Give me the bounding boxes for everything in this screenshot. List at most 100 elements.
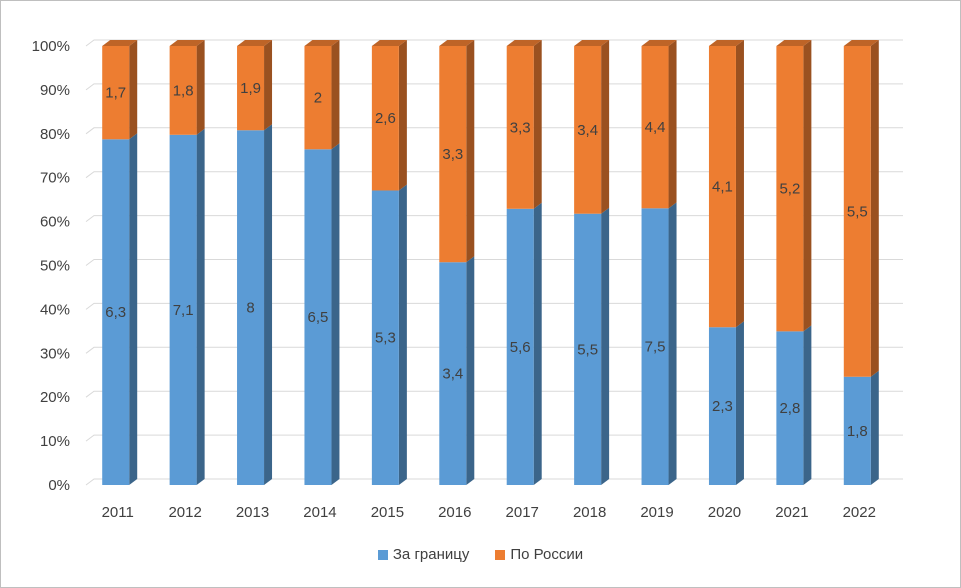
- x-tick-label: 2014: [303, 504, 336, 521]
- x-tick-label: 2018: [573, 504, 606, 521]
- gridline: [85, 171, 903, 179]
- y-tick-label: 50%: [40, 258, 70, 275]
- data-label: 3,4: [577, 122, 598, 139]
- bar-side: [264, 40, 273, 131]
- y-tick-label: 60%: [40, 214, 70, 231]
- y-tick-label: 20%: [40, 389, 70, 406]
- bar-top: [506, 40, 542, 46]
- x-tick-label: 2015: [371, 504, 404, 521]
- bar-side: [398, 40, 407, 191]
- x-tick-label: 2022: [843, 504, 876, 521]
- bar-side: [196, 40, 205, 135]
- x-tick-label: 2013: [236, 504, 269, 521]
- bar-side: [466, 256, 475, 485]
- legend-item-abroad: За границу: [377, 546, 470, 563]
- bar-top: [776, 40, 812, 46]
- gridline: [85, 302, 903, 310]
- bar-side: [735, 40, 744, 328]
- bar-segment: [102, 139, 130, 485]
- bar-side: [129, 40, 138, 140]
- bar-side: [735, 321, 744, 485]
- bar-segment: [439, 46, 467, 263]
- bar-top: [237, 40, 273, 46]
- data-label: 4,1: [712, 179, 733, 196]
- bar-segment: [506, 208, 534, 486]
- gridline: [85, 83, 903, 91]
- bar-side: [533, 202, 542, 486]
- bar-side: [668, 202, 677, 485]
- y-tick-label: 40%: [40, 301, 70, 318]
- y-tick-label: 80%: [40, 126, 70, 143]
- data-label: 2,3: [712, 398, 733, 415]
- bar-segment: [843, 376, 871, 485]
- bar-top: [439, 40, 475, 46]
- bar-segment: [304, 46, 332, 150]
- bar-segment: [169, 46, 197, 135]
- bar-top: [169, 40, 205, 46]
- bar-segment: [574, 46, 602, 214]
- bar-segment: [237, 46, 265, 131]
- bar-segment: [102, 46, 130, 140]
- y-tick-label: 0%: [48, 477, 70, 494]
- bar-segment: [641, 46, 669, 209]
- bar-segment: [641, 208, 669, 485]
- bar-side: [870, 40, 879, 377]
- data-label: 5,3: [375, 330, 396, 347]
- bar-top: [371, 40, 407, 46]
- bar-side: [533, 40, 542, 209]
- bar-side: [601, 40, 610, 214]
- legend-item-russia: По России: [495, 546, 583, 563]
- bar-segment: [843, 46, 871, 377]
- bar-side: [668, 40, 677, 209]
- bar-segment: [439, 262, 467, 485]
- legend-label-russia: По России: [510, 546, 584, 563]
- data-label: 2,8: [779, 400, 800, 417]
- bar-side: [264, 124, 273, 485]
- x-tick-label: 2017: [506, 504, 539, 521]
- bar-segment: [371, 190, 399, 485]
- x-tick-label: 2012: [168, 504, 201, 521]
- bar-segment: [776, 46, 804, 332]
- bar-top: [304, 40, 340, 46]
- data-label: 3,3: [442, 146, 463, 163]
- gridline: [85, 478, 903, 486]
- data-label: 4,4: [645, 119, 666, 136]
- y-tick-label: 90%: [40, 82, 70, 99]
- y-tick-label: 10%: [40, 433, 70, 450]
- bar-segment: [169, 134, 197, 486]
- data-label: 1,8: [173, 82, 194, 99]
- bar-side: [870, 370, 879, 485]
- bar-top: [574, 40, 610, 46]
- y-tick-label: 100%: [32, 38, 70, 55]
- data-label: 3,4: [442, 366, 463, 383]
- bar-top: [102, 40, 138, 46]
- bar-side: [129, 133, 138, 485]
- data-label: 5,5: [577, 341, 598, 358]
- gridline: [85, 215, 903, 223]
- gridline: [85, 346, 903, 354]
- bar-segment: [237, 130, 265, 486]
- bar-top: [843, 40, 879, 46]
- y-tick-label: 30%: [40, 345, 70, 362]
- data-label: 5,2: [779, 181, 800, 198]
- data-label: 6,3: [105, 304, 126, 321]
- x-tick-label: 2020: [708, 504, 741, 521]
- legend-label-abroad: За границу: [392, 546, 470, 563]
- bar-side: [398, 184, 407, 485]
- data-label: 5,5: [847, 203, 868, 220]
- data-label: 7,5: [645, 339, 666, 356]
- bar-side: [331, 143, 340, 485]
- data-label: 1,8: [847, 423, 868, 440]
- bar-side: [803, 325, 812, 485]
- data-label: 5,6: [510, 339, 531, 356]
- gridline: [85, 390, 903, 398]
- gridline: [85, 127, 903, 135]
- bar-top: [641, 40, 677, 46]
- y-tick-label: 70%: [40, 170, 70, 187]
- data-label: 1,7: [105, 85, 126, 102]
- bar-segment: [304, 149, 332, 485]
- legend: За границу По России: [0, 546, 961, 563]
- data-label: 6,5: [308, 309, 329, 326]
- bar-side: [601, 207, 610, 485]
